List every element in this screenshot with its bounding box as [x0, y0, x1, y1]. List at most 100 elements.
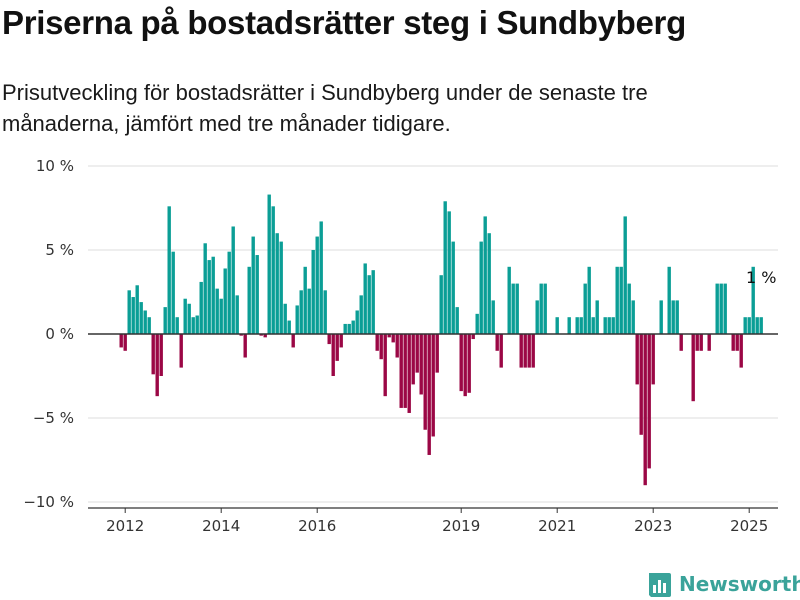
bar-positive [587, 266, 591, 334]
bar-positive [575, 317, 579, 334]
bar-negative [151, 334, 155, 375]
bar-negative [179, 334, 183, 368]
bar-positive [211, 256, 215, 334]
bar-positive [759, 317, 763, 334]
bar-positive [127, 290, 131, 334]
bar-negative [243, 334, 247, 358]
bar-positive [295, 305, 299, 334]
bar-negative [339, 334, 343, 348]
bar-positive [743, 317, 747, 334]
bar-positive [483, 216, 487, 334]
bar-positive [311, 250, 315, 334]
bar-negative [731, 334, 735, 351]
bar-positive [299, 290, 303, 334]
bar-positive [171, 251, 175, 334]
bar-negative [419, 334, 423, 395]
bar-positive [659, 300, 663, 334]
brand-logo: Newsworthy [646, 569, 800, 599]
bar-positive [355, 310, 359, 334]
label-layer: 10 % 5 % 0 % −5 % −10 % 2012 2014 2016 2019 2021 2… [23, 157, 776, 535]
x-tick-label: 2023 [634, 517, 672, 535]
bar-positive [615, 266, 619, 334]
bar-negative [239, 334, 243, 336]
bar-positive [347, 323, 351, 334]
bar-positive [203, 243, 207, 334]
bar-negative [415, 334, 419, 373]
bar-positive [367, 275, 371, 334]
bar-negative [403, 334, 407, 408]
bar-negative [119, 334, 123, 348]
bar-positive [315, 236, 319, 334]
bar-positive [595, 300, 599, 334]
bar-positive [619, 266, 623, 334]
bar-positive [275, 233, 279, 334]
bar-chart: 10 % 5 % 0 % −5 % −10 % 2012 2014 2016 2019 2021 2… [23, 157, 778, 535]
x-tick-label: 2012 [106, 517, 144, 535]
bar-positive [175, 317, 179, 334]
bar-positive [555, 317, 559, 334]
bar-positive [487, 233, 491, 334]
bar-positive [543, 283, 547, 334]
bar-positive [515, 283, 519, 334]
bar-positive [371, 270, 375, 334]
bar-negative [383, 334, 387, 397]
bar-negative [643, 334, 647, 486]
bar-positive [351, 320, 355, 334]
bar-positive [579, 317, 583, 334]
bar-negative [407, 334, 411, 413]
bar-negative [651, 334, 655, 385]
bar-positive [251, 236, 255, 334]
bar-negative [459, 334, 463, 392]
bar-positive [611, 317, 615, 334]
bar-positive [319, 221, 323, 334]
bar-negative [387, 334, 391, 338]
bar-positive [307, 288, 311, 334]
bar-positive [591, 317, 595, 334]
bar-negative [467, 334, 471, 393]
bar-positive [723, 283, 727, 334]
bar-negative [635, 334, 639, 385]
bar-negative [263, 334, 267, 338]
bar-negative [499, 334, 503, 368]
bar-positive [223, 268, 227, 334]
bar-positive [607, 317, 611, 334]
y-tick-label: 0 % [45, 325, 74, 343]
bar-positive [715, 283, 719, 334]
bar-negative [411, 334, 415, 385]
bar-positive [343, 323, 347, 334]
bar-positive [583, 283, 587, 334]
bar-positive [287, 320, 291, 334]
bar-negative [495, 334, 499, 351]
bar-positive [231, 226, 235, 334]
bar-positive [455, 307, 459, 334]
x-tick-label: 2014 [202, 517, 240, 535]
bar-positive [215, 288, 219, 334]
bar-negative [739, 334, 743, 368]
bar-positive [271, 206, 275, 334]
bar-positive [279, 241, 283, 334]
bar-positive [323, 290, 327, 334]
newsworthy-logo-icon [649, 573, 671, 597]
bar-positive [363, 263, 367, 334]
bar-positive [755, 317, 759, 334]
bar-negative [159, 334, 163, 376]
bar-positive [511, 283, 515, 334]
bar-negative [327, 334, 331, 345]
bar-positive [631, 300, 635, 334]
bar-positive [603, 317, 607, 334]
bar-negative [435, 334, 439, 373]
bar-positive [131, 297, 135, 334]
y-tick-label: −10 % [23, 493, 74, 511]
bar-negative [735, 334, 739, 351]
bar-positive [447, 211, 451, 334]
bar-positive [227, 251, 231, 334]
x-tick-label: 2021 [538, 517, 576, 535]
bar-negative [679, 334, 683, 351]
bar-positive [191, 317, 195, 334]
bar-negative [155, 334, 159, 397]
x-tick-label: 2019 [442, 517, 480, 535]
bar-negative [647, 334, 651, 469]
bar-negative [699, 334, 703, 351]
last-value-label: 1 % [746, 268, 776, 287]
brand-name: Newsworthy [679, 572, 800, 596]
